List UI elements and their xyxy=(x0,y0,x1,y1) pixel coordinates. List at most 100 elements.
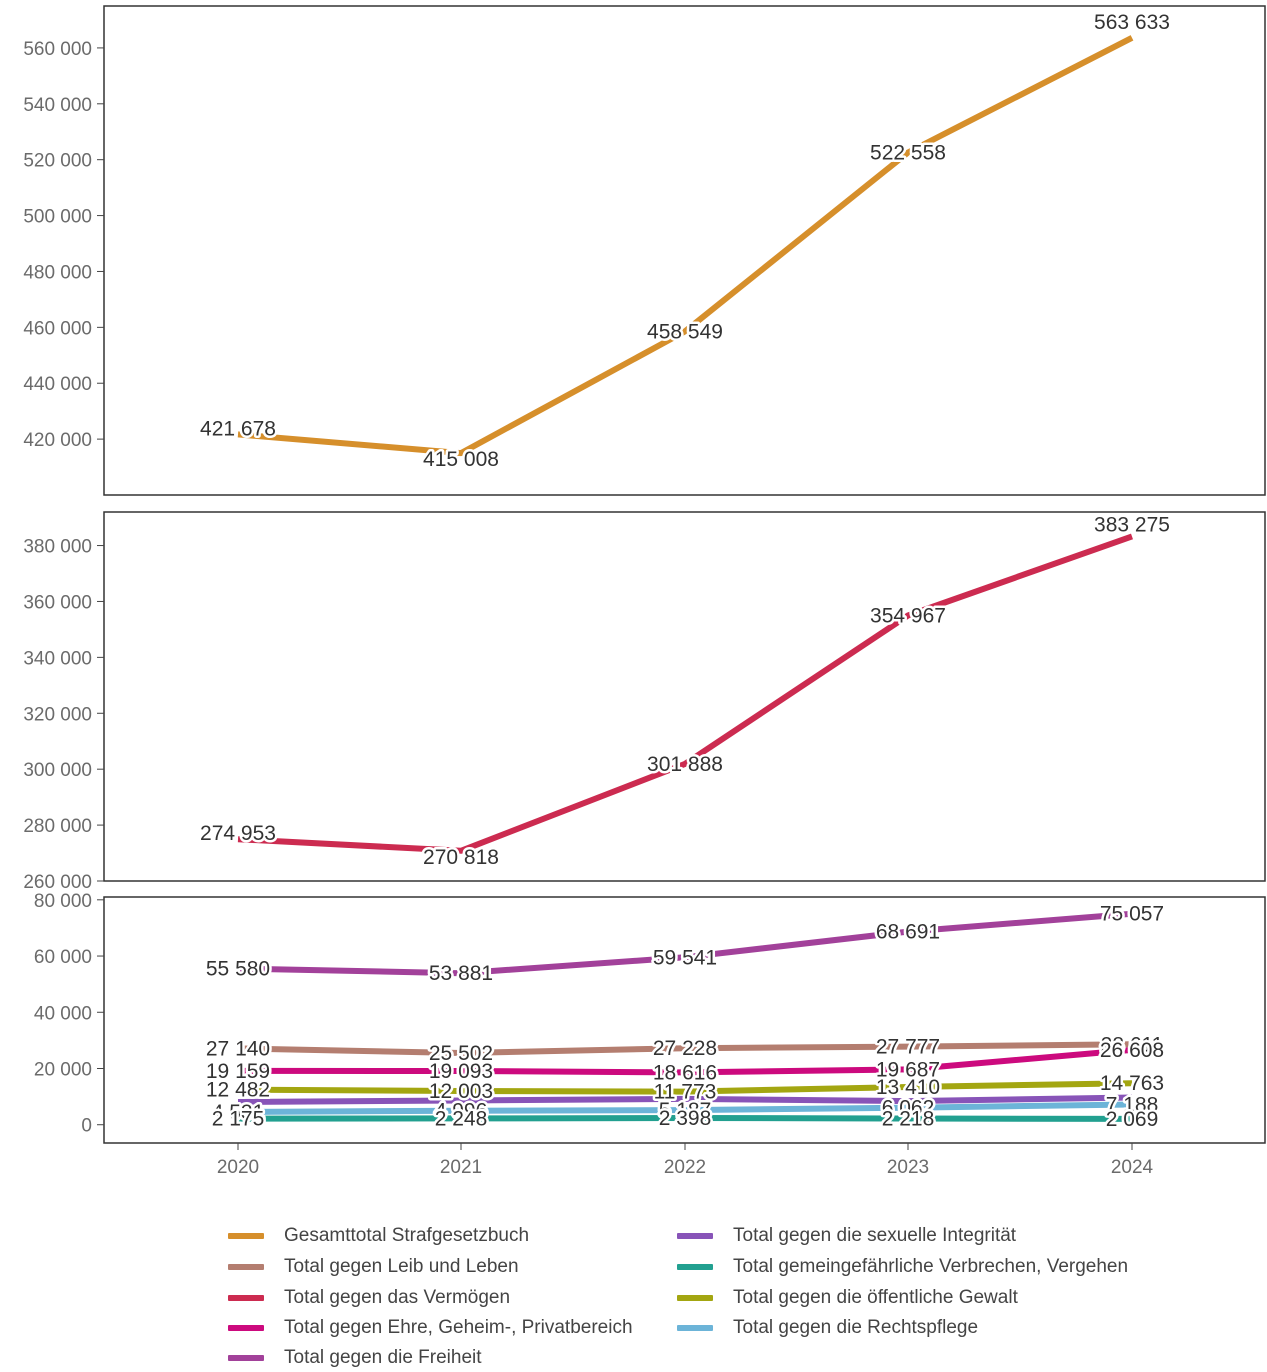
panel-2-ytick-label-0: 0 xyxy=(81,1116,92,1137)
data-label-2-5-0: 4 531 xyxy=(212,1101,265,1124)
data-label-2-2-4: 26 608 xyxy=(1100,1039,1164,1062)
series-line-1-0 xyxy=(237,533,1133,854)
chart-legend: Gesamttotal Strafgesetzbuch Total gegen … xyxy=(228,1222,1228,1372)
data-label-2-3-2: 11 773 xyxy=(654,1081,717,1104)
legend-label-2: Total gegen das Vermögen xyxy=(284,1287,511,1308)
data-label-2-0-3: 68 691 xyxy=(876,921,940,944)
legend-label-1: Total gegen Leib und Leben xyxy=(284,1256,519,1277)
xtick-label-0: 2020 xyxy=(217,1157,259,1178)
panel-1-ytick-label-5: 360 000 xyxy=(23,592,92,613)
xtick-label-4: 2024 xyxy=(1111,1157,1154,1178)
data-label-2-6-1: 2 248 xyxy=(435,1107,488,1130)
data-label-2-1-2: 27 228 xyxy=(653,1037,717,1060)
legend-swatch-6 xyxy=(677,1264,713,1270)
data-label-2-6-4: 2 069 xyxy=(1106,1108,1159,1131)
legend-item-4: Total gegen die Freiheit xyxy=(228,1344,482,1372)
data-label-1-0-2: 301 888 xyxy=(647,753,723,776)
legend-swatch-4 xyxy=(228,1355,264,1361)
panel-2-ytick-label-2: 40 000 xyxy=(34,1003,92,1024)
data-label-2-6-3: 2 218 xyxy=(882,1107,935,1130)
legend-swatch-0 xyxy=(228,1233,264,1239)
data-label-2-1-0: 27 140 xyxy=(206,1037,270,1060)
xtick-label-3: 2023 xyxy=(887,1157,929,1178)
data-label-0-0-1: 415 008 xyxy=(423,448,499,471)
xtick-label-2: 2022 xyxy=(664,1157,706,1178)
data-label-2-2-2: 18 616 xyxy=(653,1061,717,1084)
legend-label-3: Total gegen Ehre, Geheim-, Privatbereich xyxy=(284,1317,633,1338)
data-label-2-0-0: 55 580 xyxy=(206,957,270,980)
data-label-2-3-3: 13 410 xyxy=(876,1076,940,1099)
data-label-2-0-2: 59 541 xyxy=(653,946,717,969)
data-label-2-2-0: 19 159 xyxy=(206,1060,270,1083)
legend-swatch-7 xyxy=(677,1295,713,1301)
panel-1-ytick-label-2: 300 000 xyxy=(23,760,92,781)
panel-1-ytick-label-6: 380 000 xyxy=(23,537,92,558)
legend-item-5: Total gegen die sexuelle Integrität xyxy=(677,1222,1016,1250)
panel-1-ytick-label-0: 260 000 xyxy=(23,872,92,893)
panel-0-ytick-label-5: 520 000 xyxy=(23,151,92,172)
legend-label-4: Total gegen die Freiheit xyxy=(284,1347,482,1368)
legend-label-6: Total gemeingefährliche Verbrechen, Verg… xyxy=(733,1256,1129,1277)
data-label-2-2-1: 19 093 xyxy=(429,1060,493,1083)
data-label-1-0-1: 270 818 xyxy=(423,846,499,869)
series-line-2-6 xyxy=(237,1115,1133,1122)
data-label-2-1-3: 27 777 xyxy=(876,1036,940,1059)
data-label-1-0-4: 383 275 xyxy=(1094,513,1170,536)
panel-0-frame xyxy=(103,5,1266,496)
series-line-2-4 xyxy=(237,1094,1133,1105)
series-line-2-5 xyxy=(237,1101,1133,1115)
data-label-2-6-2: 2 398 xyxy=(659,1107,712,1130)
legend-label-5: Total gegen die sexuelle Integrität xyxy=(733,1225,1017,1246)
legend-item-8: Total gegen die Rechtspflege xyxy=(677,1314,978,1342)
data-label-2-1-4: 28 611 xyxy=(1101,1033,1164,1056)
legend-item-0: Gesamttotal Strafgesetzbuch xyxy=(228,1222,529,1250)
legend-item-3: Total gegen Ehre, Geheim-, Privatbereich xyxy=(228,1314,633,1342)
panel-2-ytick-label-4: 80 000 xyxy=(34,891,92,912)
panel-1-ytick-label-1: 280 000 xyxy=(23,816,92,837)
series-line-2-0 xyxy=(237,910,1133,977)
panel-0-ytick-label-7: 560 000 xyxy=(23,39,92,60)
series-line-0-0 xyxy=(237,35,1134,457)
data-label-2-5-3: 6 062 xyxy=(882,1097,935,1120)
legend-item-2: Total gegen das Vermögen xyxy=(228,1284,510,1312)
legend-swatch-8 xyxy=(677,1325,713,1331)
panel-0-ytick-label-4: 500 000 xyxy=(23,207,92,228)
legend-swatch-3 xyxy=(228,1325,264,1331)
data-label-2-0-4: 75 057 xyxy=(1100,903,1164,926)
panel-0-ytick-label-0: 420 000 xyxy=(23,430,92,451)
legend-item-7: Total gegen die öffentliche Gewalt xyxy=(677,1284,1018,1312)
panel-1-frame xyxy=(103,511,1266,882)
panel-1-ytick-label-3: 320 000 xyxy=(23,704,92,725)
legend-label-7: Total gegen die öffentliche Gewalt xyxy=(733,1287,1018,1308)
panel-0-ytick-label-3: 480 000 xyxy=(23,262,92,283)
panel-0-ytick-label-6: 540 000 xyxy=(23,95,92,116)
data-label-0-0-2: 458 549 xyxy=(647,320,723,343)
data-label-2-2-3: 19 687 xyxy=(876,1058,940,1081)
data-label-2-0-1: 53 881 xyxy=(429,962,493,985)
data-label-0-0-4: 563 633 xyxy=(1094,11,1170,34)
panel-1-ytick-label-4: 340 000 xyxy=(23,648,92,669)
panel-0-ytick-label-2: 460 000 xyxy=(23,318,92,339)
legend-item-6: Total gemeingefährliche Verbrechen, Verg… xyxy=(677,1253,1128,1281)
panel-2-ytick-label-3: 60 000 xyxy=(34,947,92,968)
panel-2-ytick-label-1: 20 000 xyxy=(34,1059,92,1080)
data-label-2-6-0: 2 175 xyxy=(212,1108,265,1131)
data-label-2-5-4: 7 188 xyxy=(1106,1094,1159,1117)
data-label-2-5-1: 4 996 xyxy=(435,1100,488,1123)
data-label-0-0-3: 522 558 xyxy=(870,142,946,165)
data-label-2-1-1: 25 502 xyxy=(429,1042,493,1065)
series-line-2-2 xyxy=(237,1046,1133,1076)
data-label-2-3-1: 12 003 xyxy=(429,1080,493,1103)
chart-svg: 420 000 440 000 460 000 480 000 500 000 520 0… xyxy=(23,5,1266,1178)
legend-swatch-2 xyxy=(228,1295,264,1301)
data-label-2-3-0: 12 482 xyxy=(206,1079,270,1102)
series-line-2-3 xyxy=(237,1080,1133,1095)
legend-swatch-1 xyxy=(228,1264,264,1270)
xtick-label-1: 2021 xyxy=(440,1157,482,1178)
data-label-0-0-0: 421 678 xyxy=(200,417,276,440)
data-label-1-0-0: 274 953 xyxy=(200,822,276,845)
legend-swatch-5 xyxy=(677,1233,713,1239)
data-label-2-5-2: 5 187 xyxy=(659,1099,712,1122)
legend-item-1: Total gegen Leib und Leben xyxy=(228,1253,519,1281)
